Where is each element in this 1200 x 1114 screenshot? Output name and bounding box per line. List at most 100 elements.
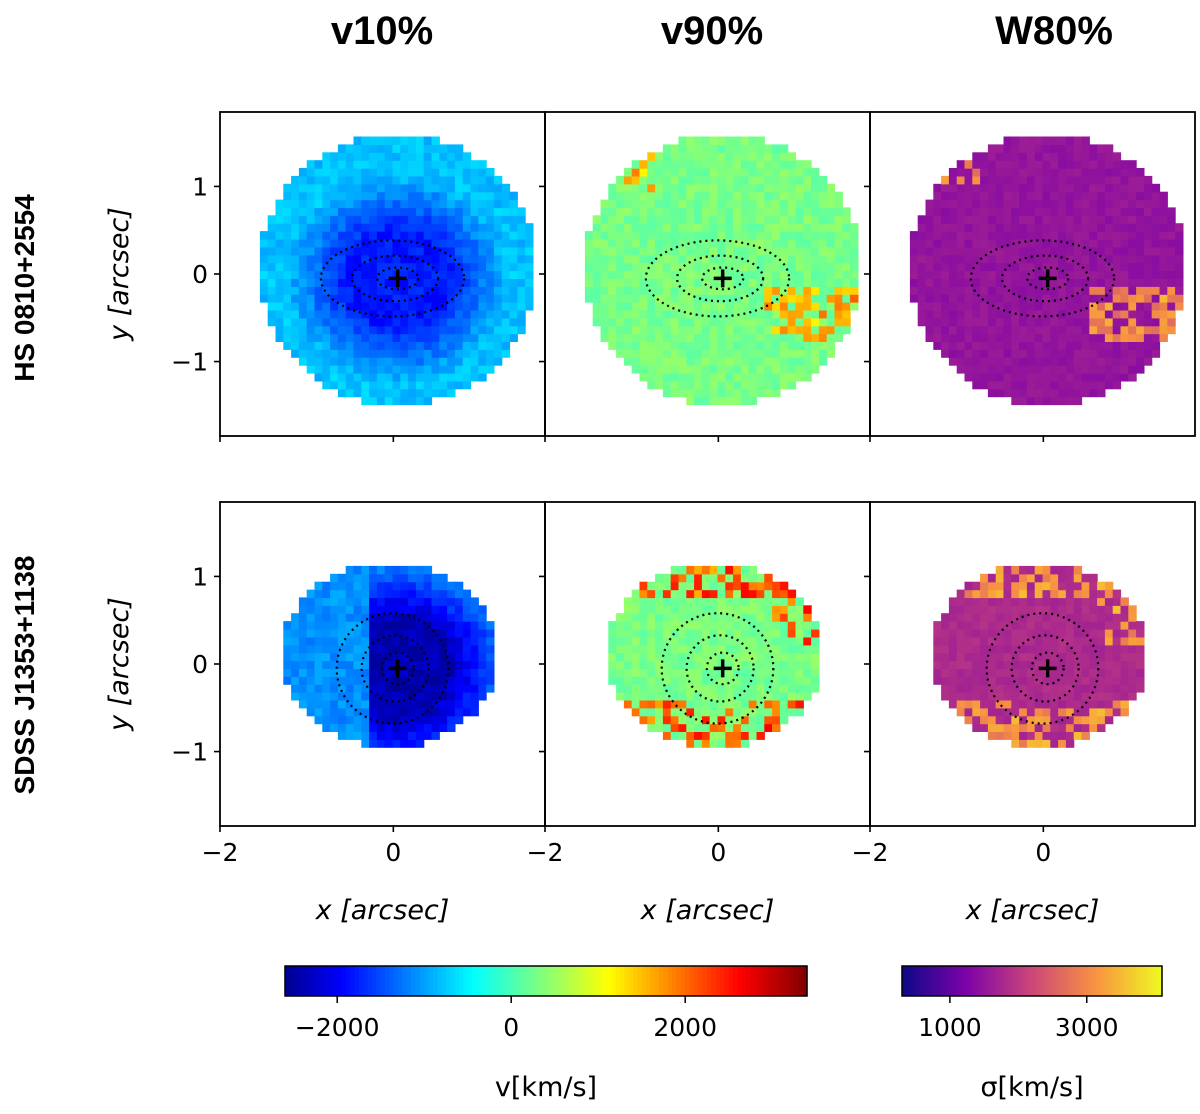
heat-cell <box>267 215 277 224</box>
heat-cell <box>470 699 479 709</box>
heat-cell <box>306 294 316 303</box>
heat-cell <box>478 294 487 303</box>
heat-cell <box>787 668 797 677</box>
heat-cell <box>1073 333 1083 342</box>
heat-cell <box>631 668 641 677</box>
heat-cell <box>1050 668 1059 677</box>
heat-cell <box>454 341 464 350</box>
heat-cell <box>1120 621 1129 630</box>
heat-cell <box>655 707 664 717</box>
heat-cell <box>1128 317 1137 327</box>
heat-cell <box>733 191 742 201</box>
heat-cell <box>803 278 812 287</box>
heat-cell <box>1112 325 1122 335</box>
heat-cell <box>1003 302 1012 311</box>
heat-cell <box>423 597 433 606</box>
heat-cell <box>1136 676 1145 685</box>
heat-cell <box>803 215 812 224</box>
heat-cell <box>608 254 617 264</box>
heat-cell <box>972 152 981 161</box>
heat-cell <box>941 207 950 216</box>
heat-cell <box>1120 175 1129 185</box>
heat-cell <box>478 676 487 685</box>
heat-cell <box>964 294 973 303</box>
heat-cell <box>842 317 851 327</box>
heat-cell <box>361 325 370 335</box>
heat-cell <box>980 333 989 342</box>
heat-cell <box>686 136 695 145</box>
heat-cell <box>678 223 687 232</box>
heat-cell <box>486 668 495 677</box>
heat-cell <box>322 684 331 693</box>
heat-cell <box>678 136 687 145</box>
heat-cell <box>1034 652 1044 662</box>
heat-cell <box>400 136 409 145</box>
heat-cell <box>678 144 687 153</box>
heat-cell <box>1089 707 1098 717</box>
heat-cell <box>995 621 1005 630</box>
heat-cell <box>694 215 703 224</box>
heat-cell <box>1104 294 1114 303</box>
heat-cell <box>818 223 828 232</box>
heat-cell <box>431 191 440 201</box>
heat-cell <box>1065 168 1075 177</box>
heat-cell <box>701 668 711 677</box>
heat-cell <box>694 317 703 327</box>
heat-cell <box>694 668 703 677</box>
heat-cell <box>345 239 355 248</box>
heat-cell <box>772 152 781 161</box>
heat-cell <box>756 629 765 638</box>
heat-cell <box>415 239 425 248</box>
heat-cell <box>345 341 355 350</box>
heat-cell <box>400 168 409 177</box>
heat-cell <box>361 396 370 406</box>
heat-cell <box>725 278 734 287</box>
heat-cell <box>701 652 711 662</box>
heat-cell <box>1167 309 1176 319</box>
heat-cell <box>345 388 355 398</box>
heat-cell <box>850 278 859 287</box>
heat-cell <box>850 286 859 295</box>
heat-cell <box>361 715 370 725</box>
heat-cell <box>964 629 973 638</box>
heat-cell <box>1050 309 1059 319</box>
heat-cell <box>842 207 851 216</box>
heat-cell <box>639 629 648 638</box>
heat-cell <box>647 365 656 374</box>
heat-cell <box>925 309 934 319</box>
heat-cell <box>322 278 331 287</box>
heat-cell <box>345 286 355 295</box>
heat-cell <box>725 684 734 693</box>
heat-cell <box>972 349 981 358</box>
heat-cell <box>1073 597 1083 606</box>
heat-cell <box>616 294 625 303</box>
heat-cell <box>686 388 695 398</box>
heat-cell <box>933 278 942 287</box>
heat-cell <box>1050 644 1059 654</box>
heat-cell <box>678 388 687 398</box>
heat-cell <box>486 317 495 327</box>
heat-cell <box>670 286 680 295</box>
heat-cell <box>1019 333 1028 342</box>
heat-cell <box>1042 388 1051 398</box>
heat-cell <box>298 309 308 319</box>
heat-cell <box>415 707 425 717</box>
heat-cell <box>733 652 742 662</box>
heat-cell <box>330 707 339 717</box>
heat-cell <box>616 325 625 335</box>
heat-cell <box>956 333 966 342</box>
heat-cell <box>623 246 633 256</box>
heat-cell <box>1159 231 1168 240</box>
heat-cell <box>306 278 316 287</box>
heat-cell <box>275 278 284 287</box>
heat-cell <box>701 715 711 725</box>
heat-cell <box>818 270 828 279</box>
heat-cell <box>733 707 742 717</box>
heat-cell <box>454 207 464 216</box>
heat-cell <box>345 373 355 382</box>
heat-cell <box>408 160 417 169</box>
heat-cell <box>1042 597 1051 606</box>
heat-cell <box>655 286 664 295</box>
heat-cell <box>779 199 789 209</box>
heat-cell <box>980 605 989 614</box>
